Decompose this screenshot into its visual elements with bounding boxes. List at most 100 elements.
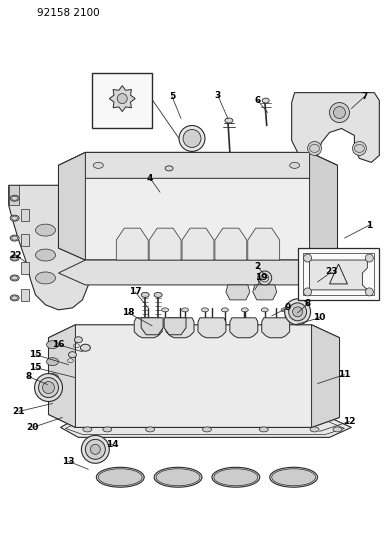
Circle shape <box>366 288 373 296</box>
Polygon shape <box>61 417 351 524</box>
Ellipse shape <box>47 341 59 349</box>
Text: 17: 17 <box>129 287 142 296</box>
Text: 1: 1 <box>366 221 372 230</box>
Polygon shape <box>109 86 135 111</box>
Ellipse shape <box>10 215 19 221</box>
Circle shape <box>42 382 54 393</box>
Text: OIL FILL: OIL FILL <box>111 100 134 105</box>
Text: 22: 22 <box>9 251 22 260</box>
Polygon shape <box>116 228 148 260</box>
Polygon shape <box>166 318 194 338</box>
Text: 2: 2 <box>255 262 261 271</box>
Ellipse shape <box>10 235 19 241</box>
Text: 10: 10 <box>313 313 326 322</box>
Text: 19: 19 <box>256 273 268 282</box>
Circle shape <box>81 435 109 463</box>
Ellipse shape <box>47 358 59 366</box>
Bar <box>298 248 379 300</box>
Text: 23: 23 <box>325 268 338 277</box>
Polygon shape <box>49 325 339 427</box>
Ellipse shape <box>181 308 188 312</box>
Polygon shape <box>262 318 290 338</box>
Ellipse shape <box>262 98 269 103</box>
Text: 20: 20 <box>26 423 39 432</box>
Ellipse shape <box>10 295 19 301</box>
Circle shape <box>258 271 272 285</box>
Ellipse shape <box>103 427 112 432</box>
Ellipse shape <box>68 352 76 358</box>
Polygon shape <box>141 318 163 335</box>
Text: 8: 8 <box>25 372 32 381</box>
Ellipse shape <box>201 308 208 312</box>
Text: 13: 13 <box>62 457 75 466</box>
Ellipse shape <box>10 275 19 281</box>
Ellipse shape <box>310 427 319 432</box>
Polygon shape <box>230 318 258 338</box>
Ellipse shape <box>270 467 318 487</box>
Ellipse shape <box>93 163 103 168</box>
Ellipse shape <box>290 163 300 168</box>
Text: 7: 7 <box>361 92 367 101</box>
Text: 92158 2100: 92158 2100 <box>37 8 99 18</box>
Circle shape <box>183 130 201 148</box>
Ellipse shape <box>141 293 149 297</box>
Text: 11: 11 <box>338 370 351 379</box>
Ellipse shape <box>47 374 59 382</box>
Circle shape <box>284 299 311 325</box>
Polygon shape <box>20 209 29 221</box>
Polygon shape <box>312 325 339 427</box>
Text: 12: 12 <box>343 417 356 426</box>
Text: 3: 3 <box>215 91 221 100</box>
Ellipse shape <box>154 467 202 487</box>
Ellipse shape <box>162 308 169 312</box>
Circle shape <box>35 374 63 401</box>
Ellipse shape <box>36 224 56 236</box>
Ellipse shape <box>241 308 248 312</box>
Ellipse shape <box>83 427 92 432</box>
Ellipse shape <box>272 469 316 486</box>
Text: 8: 8 <box>305 300 311 309</box>
Polygon shape <box>226 285 250 300</box>
Polygon shape <box>20 262 29 274</box>
Text: 4: 4 <box>147 174 153 183</box>
Ellipse shape <box>333 427 342 432</box>
Polygon shape <box>253 285 277 300</box>
Ellipse shape <box>165 166 173 171</box>
Circle shape <box>352 141 366 156</box>
Circle shape <box>117 94 127 103</box>
Text: 9: 9 <box>284 303 291 312</box>
Text: 15: 15 <box>29 350 42 359</box>
Bar <box>303 253 374 295</box>
Circle shape <box>330 102 349 123</box>
Polygon shape <box>61 417 351 438</box>
Circle shape <box>308 141 322 156</box>
Polygon shape <box>310 152 337 260</box>
Polygon shape <box>292 93 379 163</box>
Polygon shape <box>8 185 88 310</box>
Ellipse shape <box>214 469 258 486</box>
Polygon shape <box>59 260 337 285</box>
Polygon shape <box>59 152 85 260</box>
Text: 5: 5 <box>169 92 175 101</box>
Ellipse shape <box>36 249 56 261</box>
Polygon shape <box>248 228 280 260</box>
Ellipse shape <box>80 344 90 351</box>
Ellipse shape <box>98 469 142 486</box>
Ellipse shape <box>10 195 19 201</box>
Text: 21: 21 <box>12 407 25 416</box>
Ellipse shape <box>96 467 144 487</box>
Ellipse shape <box>154 293 162 297</box>
Ellipse shape <box>146 427 155 432</box>
Polygon shape <box>182 228 214 260</box>
Text: 6: 6 <box>255 96 261 105</box>
Text: 18: 18 <box>122 308 134 317</box>
Polygon shape <box>20 289 29 301</box>
Polygon shape <box>164 318 186 335</box>
Ellipse shape <box>212 467 260 487</box>
Ellipse shape <box>261 308 268 312</box>
Polygon shape <box>149 228 181 260</box>
Polygon shape <box>59 152 337 260</box>
Bar <box>92 72 152 127</box>
Ellipse shape <box>47 391 59 399</box>
Circle shape <box>85 439 105 459</box>
